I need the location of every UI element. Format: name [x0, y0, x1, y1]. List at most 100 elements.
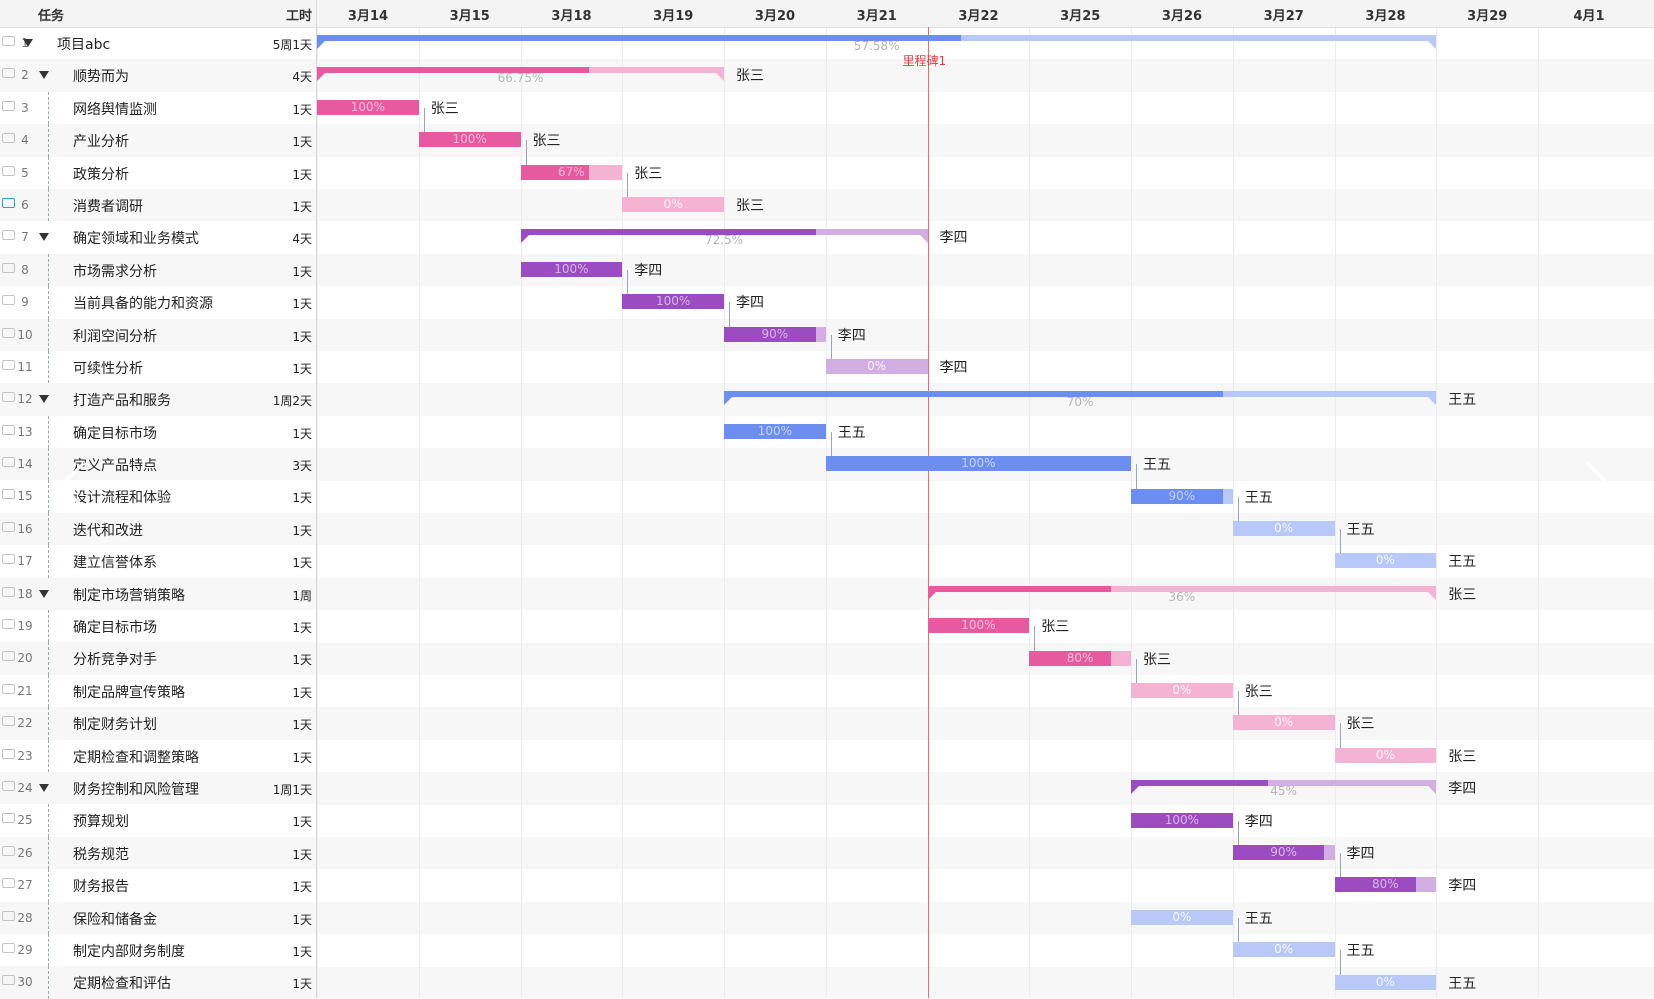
assignee-label[interactable]: 张三 [1346, 716, 1375, 733]
task-bar[interactable]: 0% [1334, 974, 1437, 990]
task-row[interactable]: 5 政策分析 1天 [0, 156, 316, 189]
task-bar[interactable]: 100% [724, 423, 826, 439]
task-duration[interactable]: 1天 [292, 847, 312, 862]
comment-icon[interactable] [2, 295, 15, 306]
collapse-caret-icon[interactable] [39, 395, 49, 404]
comment-icon[interactable] [2, 878, 15, 889]
task-name[interactable]: 项目abc [57, 37, 111, 53]
comment-icon[interactable] [2, 230, 15, 241]
summary-bar[interactable]: 57.58% [317, 35, 1437, 53]
task-bar[interactable]: 100% [622, 294, 724, 310]
task-row[interactable]: 30 定期检查和评估 1天 [0, 966, 316, 999]
task-name[interactable]: 定期检查和评估 [73, 976, 171, 993]
task-row[interactable]: 24 财务控制和风险管理 1周1天 [0, 771, 316, 805]
task-bar[interactable]: 100% [927, 618, 1030, 634]
task-duration[interactable]: 1天 [292, 556, 312, 571]
task-duration[interactable]: 1周 [292, 588, 312, 603]
task-name[interactable]: 可续性分析 [73, 360, 143, 377]
task-name[interactable]: 税务规范 [73, 846, 129, 863]
comment-icon[interactable] [2, 327, 15, 338]
task-bar[interactable]: 100% [317, 99, 419, 115]
task-row[interactable]: 2 顺势而为 4天 [0, 59, 316, 92]
assignee-label[interactable]: 李四 [736, 295, 764, 312]
task-name[interactable]: 财务控制和风险管理 [73, 781, 199, 798]
comment-icon[interactable] [2, 359, 15, 370]
task-bar[interactable]: 100% [520, 261, 623, 277]
task-duration[interactable]: 1天 [292, 491, 312, 506]
task-bar[interactable]: 80% [1334, 877, 1437, 893]
assignee-label[interactable]: 张三 [1041, 619, 1070, 636]
task-name[interactable]: 建立信誉体系 [73, 555, 157, 572]
assignee-label[interactable]: 王五 [1143, 457, 1171, 474]
task-row[interactable]: 19 确定目标市场 1天 [0, 610, 316, 643]
task-name[interactable]: 财务报告 [73, 879, 129, 896]
task-duration[interactable]: 1周2天 [272, 394, 312, 409]
comment-icon[interactable] [2, 165, 15, 176]
task-bar[interactable]: 90% [1232, 845, 1335, 860]
assignee-label[interactable]: 张三 [532, 133, 561, 150]
comment-icon[interactable] [2, 489, 15, 500]
task-duration[interactable]: 1天 [292, 523, 312, 538]
task-name[interactable]: 分析竞争对手 [73, 652, 157, 669]
assignee-label[interactable]: 李四 [837, 327, 866, 344]
task-bar[interactable]: 100% [825, 456, 1131, 472]
task-name[interactable]: 迭代和改进 [73, 522, 143, 539]
task-bar[interactable]: 0% [825, 359, 928, 374]
assignee-label[interactable]: 李四 [1448, 781, 1477, 798]
task-name[interactable]: 消费者调研 [73, 198, 143, 215]
task-name[interactable]: 确定目标市场 [73, 425, 157, 442]
assignee-label[interactable]: 李四 [1448, 878, 1477, 895]
comment-icon[interactable] [2, 975, 15, 986]
task-name[interactable]: 产业分析 [73, 134, 129, 151]
task-row[interactable]: 9 当前具备的能力和资源 1天 [0, 286, 316, 319]
task-duration[interactable]: 1天 [292, 977, 312, 992]
task-row[interactable]: 20 分析竞争对手 1天 [0, 642, 316, 675]
task-row[interactable]: 11 可续性分析 1天 [0, 350, 316, 384]
task-duration[interactable]: 1周1天 [272, 782, 312, 797]
task-bar[interactable]: 0% [622, 197, 724, 212]
task-duration[interactable]: 1天 [292, 102, 312, 117]
comment-icon[interactable] [2, 813, 15, 824]
assignee-label[interactable]: 王五 [1346, 943, 1375, 960]
task-name[interactable]: 制定内部财务制度 [73, 943, 185, 960]
assignee-label[interactable]: 李四 [1244, 813, 1273, 830]
task-name[interactable]: 利润空间分析 [73, 328, 157, 345]
task-bar[interactable]: 90% [724, 326, 826, 342]
task-duration[interactable]: 1天 [292, 880, 312, 895]
comment-icon[interactable] [2, 100, 15, 111]
collapse-caret-icon[interactable] [39, 71, 49, 80]
task-duration[interactable]: 1天 [292, 653, 312, 668]
task-row[interactable]: 22 制定财务计划 1天 [0, 707, 316, 740]
assignee-label[interactable]: 王五 [1448, 392, 1477, 409]
summary-bar[interactable]: 36% [927, 585, 1437, 604]
task-bar[interactable]: 0% [1131, 683, 1233, 698]
assignee-label[interactable]: 张三 [1244, 684, 1273, 700]
comment-icon[interactable] [2, 748, 15, 759]
task-row[interactable]: 26 税务规范 1天 [0, 836, 316, 870]
task-duration[interactable]: 1天 [292, 750, 312, 765]
assignee-label[interactable]: 李四 [939, 230, 968, 247]
comment-icon[interactable] [2, 845, 15, 856]
comment-icon[interactable] [2, 457, 15, 468]
task-name[interactable]: 设计流程和体验 [73, 490, 171, 507]
comment-icon[interactable] [2, 68, 15, 79]
assignee-label[interactable]: 张三 [1448, 748, 1477, 765]
comment-icon[interactable] [2, 392, 15, 403]
task-bar[interactable]: 0% [1334, 553, 1437, 569]
task-duration[interactable]: 1天 [292, 329, 312, 344]
task-name[interactable]: 预算规划 [73, 814, 129, 831]
task-bar[interactable]: 0% [1131, 909, 1233, 925]
task-duration[interactable]: 1天 [292, 718, 312, 733]
task-row[interactable]: 12 打造产品和服务 1周2天 [0, 383, 316, 416]
task-row[interactable]: 7 确定领域和业务模式 4天 [0, 221, 316, 253]
comment-icon[interactable] [2, 197, 15, 208]
assignee-label[interactable]: 王五 [837, 424, 866, 441]
task-duration[interactable]: 1天 [292, 912, 312, 927]
comment-icon[interactable] [2, 521, 15, 532]
task-name[interactable]: 顺势而为 [73, 69, 129, 86]
task-name[interactable]: 制定市场营销策略 [73, 587, 185, 604]
assignee-label[interactable]: 张三 [736, 198, 764, 214]
task-duration[interactable]: 1天 [292, 135, 312, 150]
collapse-caret-icon[interactable] [39, 233, 49, 242]
collapse-caret-icon[interactable] [23, 39, 33, 47]
